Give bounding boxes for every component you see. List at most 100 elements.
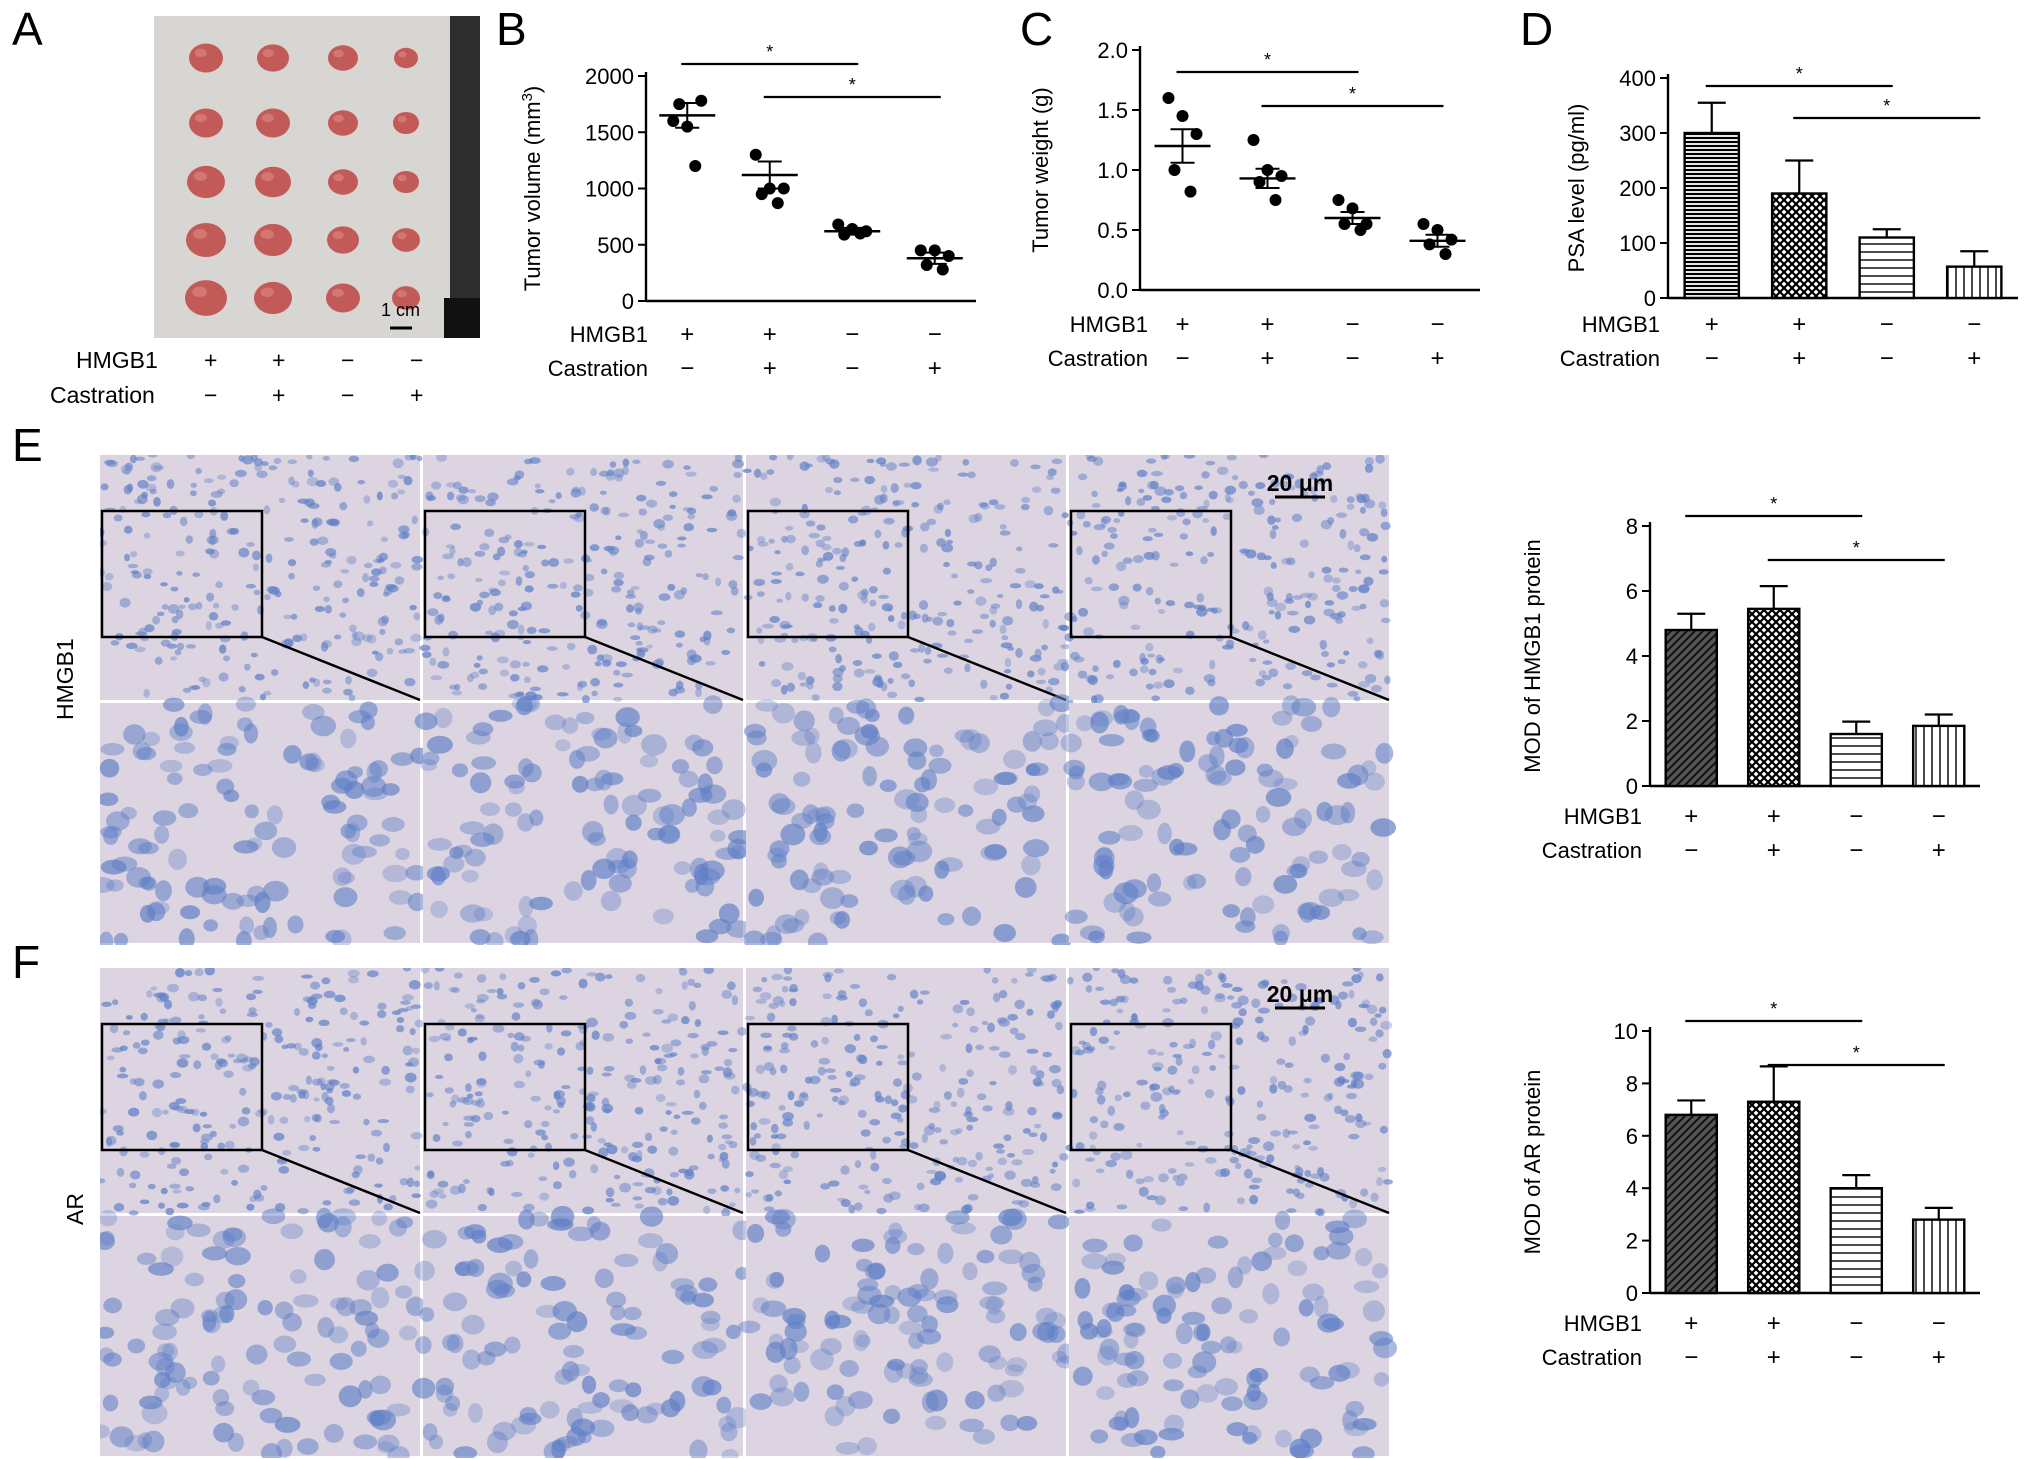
ihc-cell [457, 494, 469, 505]
ihc-cell [760, 1300, 787, 1318]
ihc-cell [1274, 602, 1287, 612]
ihc-cell [989, 1081, 997, 1086]
ihc-cell [1018, 1200, 1030, 1208]
ihc-cell [183, 597, 190, 603]
ihc-cell [833, 968, 844, 974]
ihc-cell [992, 992, 1001, 1003]
ihc-cell [1243, 1168, 1253, 1179]
ihc-cell [1088, 772, 1114, 792]
ihc-cell [427, 608, 439, 616]
ihc-cell [246, 1344, 268, 1365]
ihc-cell [1310, 1173, 1323, 1180]
ihc-cell [458, 1183, 466, 1194]
ihc-cell [667, 1013, 679, 1022]
ihc-cell [892, 1078, 903, 1087]
ihc-cell [403, 476, 413, 486]
ihc-cell [1226, 497, 1234, 504]
ihc-cell [824, 1310, 841, 1330]
ihc-cell [600, 772, 624, 786]
ihc-cell [1232, 1017, 1244, 1027]
ihc-cell [1165, 1276, 1186, 1295]
ihc-cell [302, 704, 325, 720]
ihc-cell [1364, 1073, 1374, 1081]
ihc-cell [1178, 1206, 1189, 1212]
ihc-cell [885, 462, 897, 471]
ihc-cell [220, 620, 232, 626]
ihc-cell [131, 571, 142, 579]
ihc-cell [644, 539, 656, 544]
ihc-cell [1380, 508, 1388, 518]
ihc-cell [598, 1147, 609, 1158]
ihc-cell [1032, 1322, 1056, 1341]
ihc-cell [321, 977, 331, 985]
ihc-cell [1222, 513, 1232, 520]
ihc-cell [442, 1292, 468, 1312]
ihc-cell [411, 563, 423, 571]
ihc-cell [575, 604, 583, 612]
ihc-cell [410, 633, 422, 642]
ihc-cell [959, 1418, 985, 1433]
ihc-cell [280, 1223, 304, 1240]
ihc-cell [419, 644, 431, 652]
ihc-cell [438, 1193, 447, 1199]
ihc-cell [987, 1022, 995, 1033]
ihc-cell [498, 536, 510, 544]
ihc-cell [904, 875, 928, 898]
ihc-cell [195, 468, 202, 475]
ihc-cell [238, 455, 245, 462]
ihc-cell [639, 1065, 647, 1075]
ihc-cell [1314, 1208, 1323, 1216]
ihc-cell [613, 571, 625, 580]
ihc-cell [1019, 1251, 1041, 1274]
ihc-cell [405, 1006, 414, 1011]
ihc-cell [390, 561, 402, 569]
ihc-cell [908, 610, 917, 621]
ihc-cell [610, 1304, 626, 1321]
ihc-cell [1309, 472, 1318, 480]
ihc-cell [541, 1134, 549, 1141]
ihc-cell [668, 491, 678, 497]
ihc-cell [1218, 1054, 1226, 1059]
ihc-cell [1196, 1323, 1211, 1342]
ihc-cell [846, 803, 865, 818]
ihc-cell [1119, 601, 1129, 610]
ihc-cell [764, 1209, 790, 1225]
ihc-cell [1055, 1021, 1063, 1031]
ihc-cell [274, 1034, 284, 1044]
ihc-cell [1096, 1094, 1106, 1105]
ihc-cell [1361, 760, 1377, 776]
bar [1829, 732, 1884, 788]
ihc-cell [882, 567, 891, 575]
ihc-cell [246, 1203, 255, 1211]
ihc-cell [177, 1035, 190, 1045]
data-point [749, 148, 762, 161]
ihc-cell [1224, 493, 1231, 502]
ihc-cell [149, 488, 157, 495]
ihc-cell [635, 641, 643, 646]
ihc-cell [150, 986, 158, 991]
ihc-cell [351, 637, 362, 647]
ihc-cell [356, 1269, 380, 1291]
ihc-cell [1267, 515, 1276, 525]
ihc-cell [498, 570, 511, 576]
ihc-cell [771, 702, 796, 724]
ihc-cell [715, 577, 722, 587]
tumor-sample [254, 281, 292, 315]
ihc-cell [1086, 1201, 1095, 1210]
ihc-cell [411, 1377, 436, 1399]
ihc-cell [1336, 512, 1348, 518]
ihc-cell [1011, 1159, 1023, 1166]
ihc-cell [167, 983, 179, 993]
ihc-cell [681, 1016, 690, 1025]
ihc-cell [693, 1089, 701, 1099]
ihc-cell [980, 502, 990, 510]
ihc-cell [997, 1157, 1008, 1166]
ihc-cell [575, 1041, 586, 1051]
ihc-cell [476, 973, 487, 983]
ihc-cell [1180, 1389, 1200, 1409]
hmgb1-condition: + [1175, 311, 1189, 338]
ihc-cell [475, 1099, 485, 1108]
ihc-cell [287, 459, 298, 465]
ihc-cell [1098, 1036, 1109, 1045]
ihc-cell [771, 853, 787, 869]
